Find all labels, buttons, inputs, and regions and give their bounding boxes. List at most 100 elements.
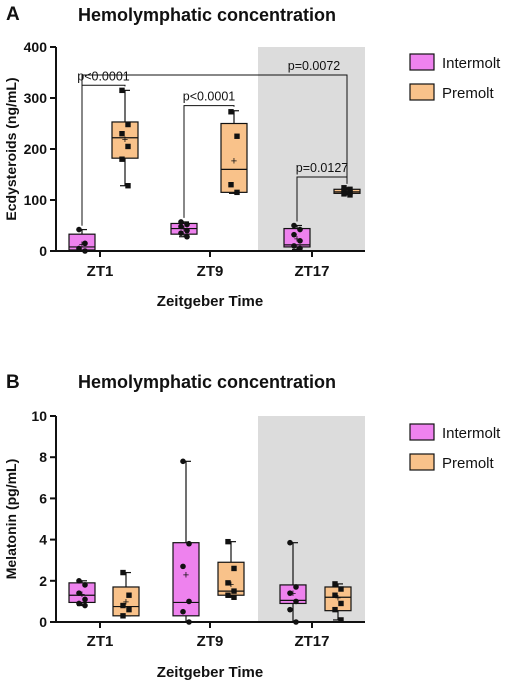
y-tick-label: 4	[39, 532, 47, 548]
data-point	[178, 219, 184, 225]
data-point	[125, 143, 131, 150]
data-point	[338, 617, 344, 623]
data-point	[126, 606, 132, 613]
data-point	[297, 238, 303, 244]
mean-marker: +	[181, 224, 187, 236]
data-point	[287, 590, 293, 596]
data-point	[180, 608, 186, 615]
legend-swatch-intermolt	[409, 53, 435, 71]
box	[172, 542, 200, 617]
data-point	[186, 598, 192, 605]
box	[68, 582, 96, 604]
data-point	[293, 598, 299, 605]
mean-marker: +	[231, 156, 237, 168]
legend-label-intermolt: Intermolt	[442, 425, 501, 442]
data-point	[291, 222, 297, 229]
p-value-label: p=0.0127	[296, 161, 349, 175]
data-point	[332, 581, 338, 587]
x-axis-label: Zeitgeber Time	[157, 293, 263, 310]
y-tick-label: 400	[24, 39, 48, 55]
data-point	[120, 602, 126, 609]
data-point	[338, 600, 344, 607]
mean-marker: +	[294, 233, 300, 245]
mean-marker: +	[123, 596, 129, 608]
mean-marker: +	[79, 589, 85, 601]
y-tick-label: 0	[39, 614, 47, 630]
data-point	[178, 223, 184, 230]
data-point	[231, 565, 237, 572]
data-point	[293, 584, 299, 590]
data-point	[332, 592, 338, 598]
data-point	[225, 580, 231, 586]
data-point	[76, 245, 82, 252]
data-point	[184, 233, 190, 240]
legend-swatch-premolt	[409, 83, 435, 101]
data-point	[291, 231, 297, 238]
data-point	[76, 600, 82, 607]
legend-label-premolt: Premolt	[442, 455, 495, 472]
data-point	[82, 602, 88, 609]
data-point	[119, 156, 125, 162]
data-point	[82, 248, 88, 254]
p-value-label: p=0.0072	[288, 59, 341, 73]
data-point	[332, 606, 338, 613]
data-point	[228, 182, 234, 188]
significance-bracket	[81, 74, 348, 226]
data-point	[341, 191, 347, 197]
data-point	[225, 592, 231, 598]
data-point	[184, 221, 190, 228]
y-tick-label: 6	[39, 490, 47, 506]
data-point	[287, 606, 293, 613]
y-tick-label: 100	[24, 192, 48, 208]
y-tick-label: 2	[39, 573, 47, 589]
data-point	[287, 539, 293, 546]
data-point	[184, 227, 190, 234]
box	[111, 121, 139, 159]
data-point	[76, 578, 82, 584]
data-point	[82, 240, 88, 247]
mean-marker: +	[344, 186, 350, 198]
data-point	[76, 226, 82, 233]
box	[220, 122, 248, 193]
data-point	[228, 109, 234, 115]
data-point	[82, 596, 88, 603]
data-point	[347, 192, 353, 198]
data-point	[180, 563, 186, 570]
y-tick-label: 300	[24, 90, 48, 106]
x-tick-label: ZT1	[87, 263, 114, 280]
x-tick-label: ZT1	[87, 633, 114, 650]
data-point	[291, 243, 297, 249]
mean-marker: +	[122, 134, 128, 146]
box	[324, 586, 352, 612]
data-point	[186, 540, 192, 547]
data-point	[341, 185, 347, 191]
data-point	[338, 586, 344, 592]
legend-swatch-premolt	[409, 453, 435, 471]
x-tick-label: ZT17	[294, 633, 329, 650]
legend-label-premolt: Premolt	[442, 85, 495, 102]
p-value-label: p<0.0001	[77, 69, 130, 83]
box	[279, 584, 307, 605]
data-point	[225, 538, 231, 545]
panel-letter: B	[6, 372, 20, 393]
data-point	[126, 592, 132, 598]
box	[283, 227, 311, 248]
y-tick-label: 10	[31, 408, 47, 424]
mean-marker: +	[290, 588, 296, 600]
data-point	[120, 613, 126, 619]
y-axis-label: Ecdysteroids (ng/mL)	[3, 77, 19, 220]
data-point	[297, 245, 303, 252]
y-tick-label: 0	[39, 243, 47, 259]
box	[112, 586, 140, 617]
p-value-label: p<0.0001	[183, 90, 236, 104]
box	[217, 561, 245, 596]
mean-marker: +	[228, 579, 234, 591]
legend-swatch-intermolt	[409, 423, 435, 441]
data-point	[180, 458, 186, 465]
data-point	[231, 588, 237, 594]
x-tick-label: ZT9	[197, 633, 224, 650]
data-point	[297, 226, 303, 233]
x-tick-label: ZT17	[294, 263, 329, 280]
data-point	[119, 131, 125, 137]
